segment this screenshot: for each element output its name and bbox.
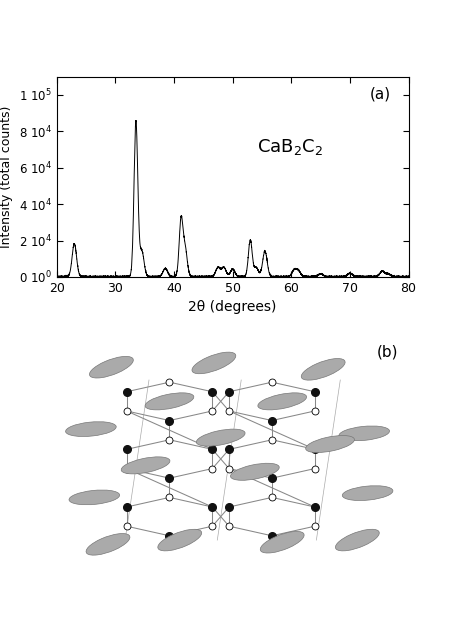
Ellipse shape bbox=[66, 422, 116, 436]
Ellipse shape bbox=[260, 531, 304, 553]
Text: (b): (b) bbox=[376, 345, 398, 359]
Ellipse shape bbox=[192, 352, 236, 374]
Ellipse shape bbox=[196, 429, 245, 446]
Ellipse shape bbox=[145, 393, 194, 410]
Ellipse shape bbox=[306, 436, 355, 452]
Ellipse shape bbox=[69, 490, 120, 505]
Ellipse shape bbox=[339, 426, 390, 441]
Y-axis label: Intensity (total counts): Intensity (total counts) bbox=[0, 105, 13, 248]
Ellipse shape bbox=[258, 393, 306, 410]
Text: CaB$_2$C$_2$: CaB$_2$C$_2$ bbox=[257, 137, 323, 157]
Ellipse shape bbox=[89, 357, 133, 378]
Ellipse shape bbox=[336, 530, 379, 551]
Ellipse shape bbox=[86, 533, 130, 555]
Ellipse shape bbox=[342, 486, 393, 500]
Ellipse shape bbox=[301, 359, 345, 380]
Ellipse shape bbox=[158, 530, 202, 551]
Ellipse shape bbox=[231, 463, 279, 480]
Text: (a): (a) bbox=[370, 87, 391, 101]
X-axis label: 2θ (degrees): 2θ (degrees) bbox=[188, 300, 277, 315]
Ellipse shape bbox=[121, 457, 170, 474]
